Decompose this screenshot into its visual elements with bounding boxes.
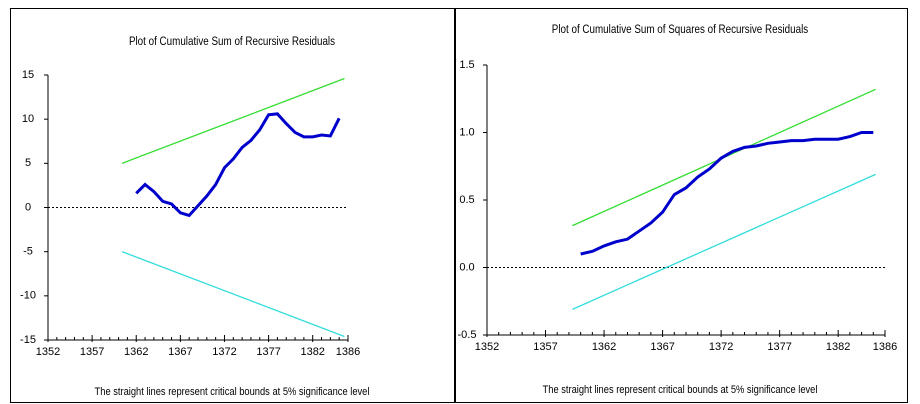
y-tick-label: 1.5 (459, 59, 474, 71)
y-tick-label: 15 (22, 69, 34, 81)
y-tick-label: 1.0 (459, 126, 474, 138)
chart-title: Plot of Cumulative Sum of Recursive Resi… (129, 35, 336, 48)
x-tick-label: 1362 (592, 341, 616, 353)
y-tick-label: 0.5 (459, 194, 474, 206)
x-tick-label: 1362 (124, 346, 148, 358)
x-tick-label: 1377 (767, 341, 791, 353)
right-panel (455, 8, 908, 403)
x-tick-label: 1377 (256, 346, 280, 358)
y-tick-label: 0 (25, 201, 31, 213)
x-tick-label: 1382 (300, 346, 324, 358)
x-tick-label: 1367 (168, 346, 192, 358)
left-panel (10, 8, 455, 403)
x-tick-label: 1372 (212, 346, 236, 358)
x-tick-label: 1382 (826, 341, 850, 353)
y-tick-label: -15 (20, 334, 36, 346)
x-tick-label: 1386 (873, 341, 897, 353)
x-tick-label: 1372 (709, 341, 733, 353)
y-tick-label: 0.0 (459, 261, 474, 273)
y-tick-label: -10 (20, 290, 36, 302)
y-tick-label: 5 (25, 157, 31, 169)
x-tick-label: 1352 (36, 346, 60, 358)
series-line (572, 173, 876, 310)
x-tick-label: 1357 (80, 346, 104, 358)
x-tick-label: 1357 (533, 341, 557, 353)
y-tick-label: 10 (22, 113, 34, 125)
footnote: The straight lines represent critical bo… (543, 384, 818, 396)
y-tick-label: -0.5 (458, 329, 477, 341)
x-tick-label: 1352 (475, 341, 499, 353)
x-tick-label: 1386 (336, 346, 360, 358)
series-line (135, 112, 341, 218)
series-line (121, 251, 345, 338)
y-tick-label: -5 (23, 246, 33, 258)
x-tick-label: 1367 (650, 341, 674, 353)
series-line (121, 77, 345, 164)
footnote: The straight lines represent critical bo… (95, 386, 370, 398)
chart-title: Plot of Cumulative Sum of Squares of Rec… (552, 23, 809, 36)
series-line (580, 131, 874, 256)
